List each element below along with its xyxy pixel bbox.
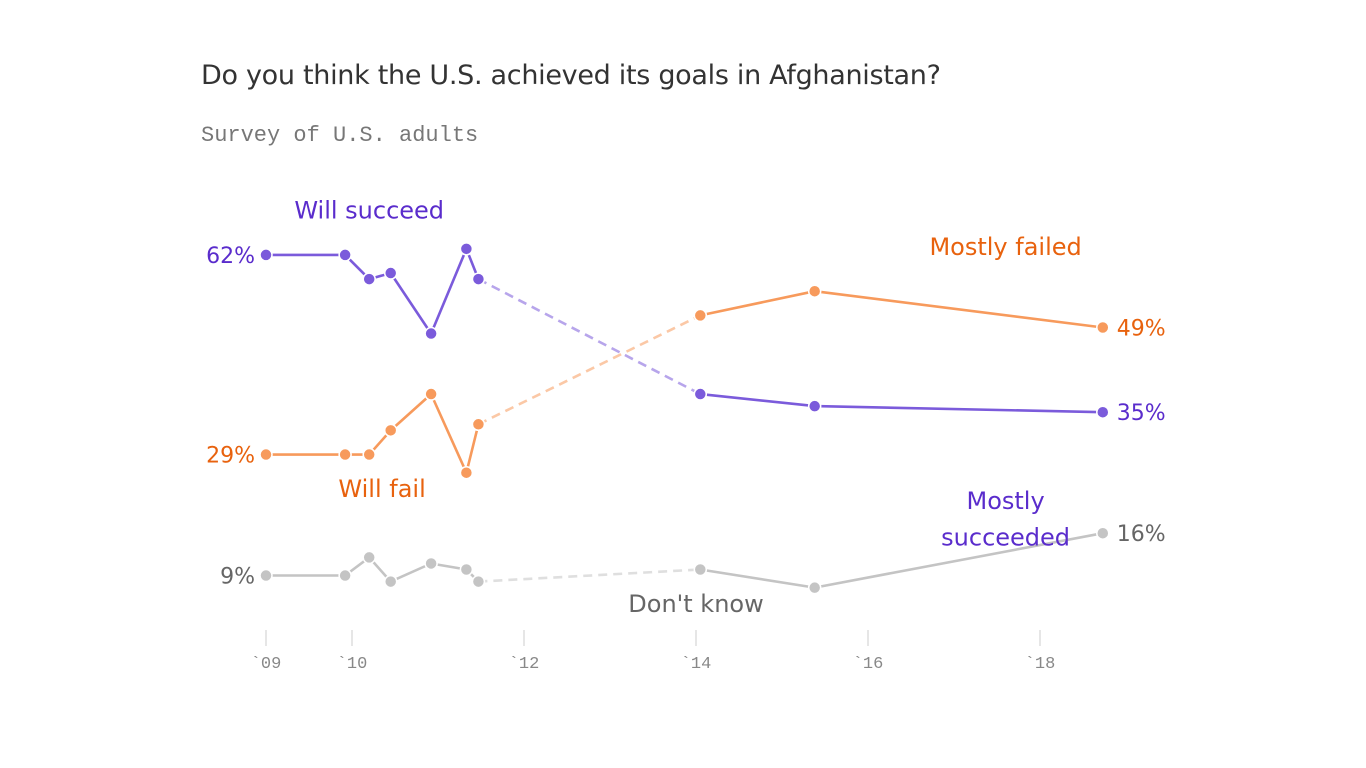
start-value-label-fail: 29% (206, 444, 255, 469)
data-point-fail (693, 308, 708, 323)
start-value-label-dontknow: 9% (220, 565, 255, 590)
data-point-fail (338, 447, 352, 462)
data-point-dontknow (807, 580, 822, 595)
data-point-fail (471, 417, 486, 432)
series-dashed-segment-fail (477, 314, 701, 426)
data-point-fail (807, 284, 822, 298)
data-point-dontknow (338, 568, 352, 583)
start-value-label-succeed: 62% (206, 244, 255, 269)
series-name-label-dontknow: Don't know (628, 590, 763, 618)
data-point-fail (259, 447, 273, 462)
end-value-label-succeed: 35% (1117, 401, 1166, 426)
chart-title: Do you think the U.S. achieved its goals… (201, 60, 941, 91)
series-name-label-succeed: Mostly (967, 487, 1045, 515)
data-point-fail (424, 387, 438, 401)
series-name-label-fail: Mostly failed (929, 233, 1081, 261)
series-name-label-fail: Will fail (338, 475, 425, 503)
data-point-succeed (424, 326, 438, 341)
data-point-dontknow (383, 574, 398, 589)
x-tick-label: `18 (1025, 655, 1056, 674)
series-points (259, 242, 1110, 595)
data-point-succeed (259, 248, 273, 262)
data-point-fail (383, 423, 398, 438)
data-point-succeed (471, 272, 486, 286)
series-dashed-segment-succeed (477, 277, 701, 396)
data-point-fail (1096, 320, 1110, 335)
data-point-dontknow (1096, 526, 1110, 540)
end-value-label-dontknow: 16% (1117, 522, 1166, 547)
series-line-fail (700, 289, 1103, 329)
series-name-label-succeed: succeeded (941, 523, 1070, 551)
data-point-dontknow (471, 574, 486, 589)
data-point-dontknow (259, 568, 273, 583)
x-tick-label: `09 (251, 655, 282, 674)
data-point-succeed (459, 242, 474, 256)
data-point-succeed (1096, 405, 1110, 419)
x-tick-label: `12 (509, 655, 540, 674)
series-dashed-segment-dontknow (478, 568, 701, 583)
series-line-succeed (700, 392, 1103, 414)
series-name-label-succeed: Will succeed (294, 197, 444, 225)
x-axis: `09 `10 `12 `14 `16 `18 (251, 630, 1056, 674)
data-point-succeed (807, 399, 822, 413)
series-line-succeed (266, 247, 480, 335)
data-point-fail (362, 447, 376, 462)
series-labels: 62% 35% Will succeed Mostly succeeded 29% 49% M… (206, 197, 1166, 618)
data-point-succeed (362, 272, 376, 286)
x-tick-label: `14 (681, 655, 712, 674)
data-point-dontknow (362, 550, 376, 565)
end-value-label-fail: 49% (1117, 317, 1166, 342)
data-point-dontknow (459, 562, 474, 577)
x-tick-label: `10 (337, 655, 368, 674)
data-point-succeed (383, 266, 398, 280)
data-point-succeed (693, 387, 708, 401)
x-tick-label: `16 (853, 655, 884, 674)
data-point-dontknow (424, 556, 438, 571)
series-line-fail (266, 392, 480, 474)
data-point-fail (459, 465, 474, 480)
data-point-dontknow (693, 562, 708, 577)
chart-subtitle: Survey of U.S. adults (201, 123, 479, 148)
data-point-succeed (338, 248, 352, 262)
